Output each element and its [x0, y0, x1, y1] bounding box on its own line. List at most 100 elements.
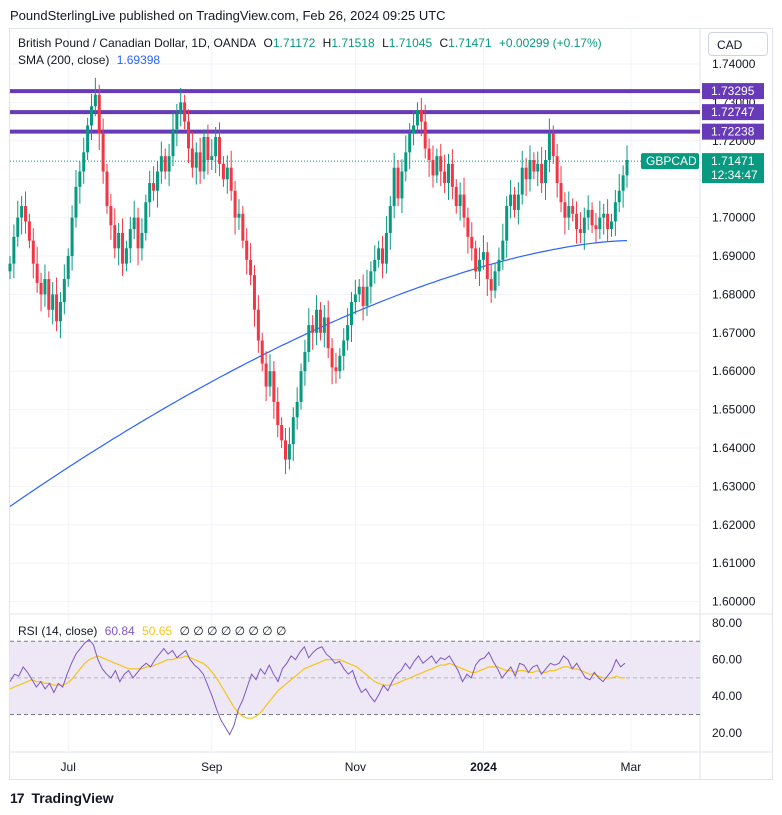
candle [528, 160, 532, 180]
candle [555, 156, 559, 184]
candle [322, 317, 326, 333]
candle [179, 102, 183, 114]
rsi-legend: RSI (14, close) 60.84 50.65 ∅ ∅ ∅ ∅ ∅ ∅ … [18, 624, 290, 638]
candle [206, 136, 210, 160]
candle [233, 190, 237, 218]
candle [140, 232, 144, 249]
candle [326, 317, 330, 349]
sma-legend: SMA (200, close) 1.69398 [18, 53, 164, 67]
candle [357, 286, 361, 295]
rsi-ma-value: 50.65 [142, 624, 173, 638]
candle [369, 271, 373, 287]
candle [101, 133, 105, 172]
candle [349, 302, 353, 326]
candle [609, 221, 613, 230]
rsi-pane [9, 638, 700, 736]
candle [338, 355, 342, 372]
price-tick-label: 1.62000 [712, 518, 756, 532]
candle [89, 106, 93, 126]
candle [621, 175, 625, 191]
candle [12, 236, 16, 264]
candle [264, 363, 268, 387]
symbol-title: British Pound / Canadian Dollar, 1D, OAN… [18, 36, 257, 50]
candle [86, 125, 90, 153]
chart-panel [9, 28, 773, 780]
price-tick-label: 1.60000 [712, 595, 756, 609]
candle [148, 183, 152, 203]
candle [396, 167, 400, 199]
candle [381, 248, 385, 264]
time-tick-label: Nov [345, 760, 366, 774]
candle [291, 417, 295, 445]
sma-200-line [9, 240, 628, 507]
candle [412, 125, 416, 134]
candle [373, 259, 377, 272]
candle [82, 152, 86, 172]
candle [582, 217, 586, 233]
sma-line [9, 240, 628, 507]
candle [512, 194, 516, 210]
candle [365, 286, 369, 306]
candle [8, 263, 12, 272]
candle [245, 240, 249, 260]
level-price-tag [702, 123, 764, 140]
ohlc-high: H1.71518 [322, 36, 375, 50]
candle [51, 294, 55, 310]
candle [214, 136, 218, 157]
candle [58, 302, 62, 322]
candle [221, 163, 225, 180]
candle [175, 113, 179, 130]
candle [454, 186, 458, 207]
candle [575, 213, 579, 230]
candle [606, 213, 610, 230]
price-tags: 1.73295 1.72747 1.72238 GBPCAD 1.7147112:34:… [641, 83, 764, 184]
candle [252, 275, 256, 310]
currency-button[interactable]: CAD [708, 32, 768, 56]
candle [602, 213, 606, 218]
candle [295, 401, 299, 418]
candle [408, 133, 412, 153]
candle [16, 217, 20, 237]
candle [559, 183, 563, 203]
candle [62, 279, 66, 303]
rsi-tick-label: 60.00 [712, 653, 742, 667]
candle [93, 94, 97, 107]
candle [318, 309, 322, 333]
candle [43, 279, 47, 295]
candle [540, 163, 544, 184]
candle [105, 171, 109, 207]
candle [505, 206, 509, 241]
candle [516, 194, 520, 210]
candle [547, 133, 551, 160]
candle [187, 121, 191, 149]
candle [307, 325, 311, 352]
candle [567, 206, 571, 218]
candle [578, 229, 582, 233]
candle [27, 221, 31, 241]
axes: 1.740001.730001.720001.710001.700001.690… [61, 57, 756, 774]
time-tick-label: Mar [621, 760, 642, 774]
candle [493, 271, 497, 291]
candle [155, 171, 159, 191]
price-tick-label: 1.69000 [712, 249, 756, 263]
candle [532, 160, 536, 172]
candle [280, 424, 284, 441]
level-price-tag [702, 83, 764, 100]
candle [415, 110, 419, 126]
candle [544, 160, 548, 184]
candle [613, 202, 617, 222]
candle [256, 309, 260, 341]
candle [427, 148, 431, 160]
candle [404, 152, 408, 172]
tradingview-brand[interactable]: 17 TradingView [10, 790, 114, 806]
candle [435, 156, 439, 176]
candle [272, 371, 276, 402]
tradingview-logo-icon: 17 [10, 790, 25, 806]
candle [47, 279, 51, 310]
rsi-empty-glyphs: ∅ ∅ ∅ ∅ ∅ ∅ ∅ ∅ [179, 624, 287, 638]
candle [124, 248, 128, 264]
price-tick-label: 1.67000 [712, 326, 756, 340]
level-price-label: 1.72747 [711, 105, 755, 119]
ohlc-low: L1.71045 [382, 36, 433, 50]
